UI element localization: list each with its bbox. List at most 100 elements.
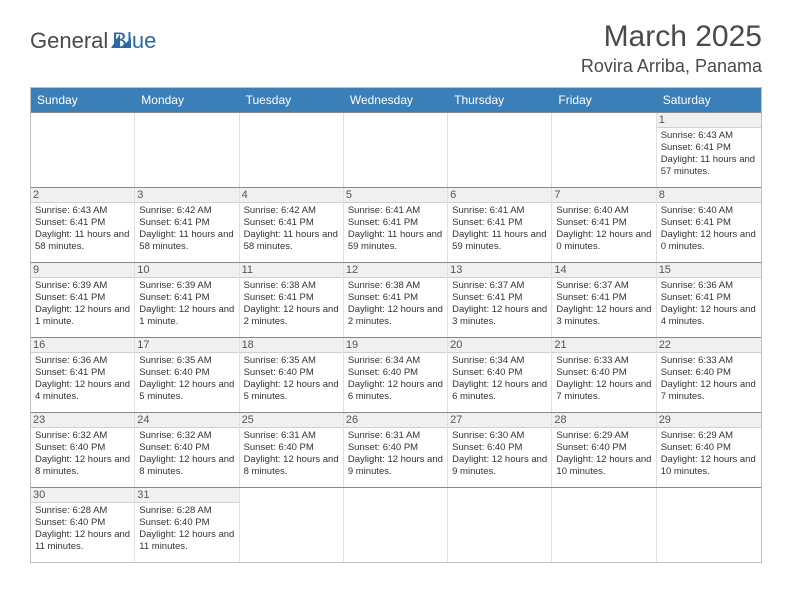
day-detail: Sunrise: 6:40 AMSunset: 6:41 PMDaylight:… <box>556 205 651 253</box>
day-number: 11 <box>240 263 343 278</box>
weekday-header: Saturday <box>657 88 761 112</box>
header: GeneralBlue March 2025 Rovira Arriba, Pa… <box>30 20 762 77</box>
calendar-cell: 24Sunrise: 6:32 AMSunset: 6:40 PMDayligh… <box>135 413 239 487</box>
day-number: 23 <box>31 413 134 428</box>
day-detail: Sunrise: 6:28 AMSunset: 6:40 PMDaylight:… <box>35 505 130 553</box>
day-number: 29 <box>657 413 761 428</box>
calendar-cell <box>240 113 344 187</box>
day-number: 17 <box>135 338 238 353</box>
calendar-cell: 31Sunrise: 6:28 AMSunset: 6:40 PMDayligh… <box>135 488 239 562</box>
day-detail: Sunrise: 6:38 AMSunset: 6:41 PMDaylight:… <box>348 280 443 328</box>
calendar-cell <box>448 113 552 187</box>
calendar-cell: 4 Sunrise: 6:42 AMSunset: 6:41 PMDaylight… <box>240 188 344 262</box>
day-number: 12 <box>344 263 447 278</box>
day-detail: Sunrise: 6:31 AMSunset: 6:40 PMDaylight:… <box>348 430 443 478</box>
weekday-header: Wednesday <box>344 88 448 112</box>
calendar-cell: 1 Sunrise: 6:43 AMSunset: 6:41 PMDaylight… <box>657 113 761 187</box>
day-detail: Sunrise: 6:40 AMSunset: 6:41 PMDaylight:… <box>661 205 757 253</box>
weekday-header: Tuesday <box>240 88 344 112</box>
calendar-cell: 9Sunrise: 6:39 AMSunset: 6:41 PMDaylight… <box>31 263 135 337</box>
calendar-cell <box>344 113 448 187</box>
day-detail: Sunrise: 6:32 AMSunset: 6:40 PMDaylight:… <box>35 430 130 478</box>
calendar-cell <box>344 488 448 562</box>
title-block: March 2025 Rovira Arriba, Panama <box>581 20 762 77</box>
day-detail: Sunrise: 6:33 AMSunset: 6:40 PMDaylight:… <box>556 355 651 403</box>
day-number: 26 <box>344 413 447 428</box>
day-number: 20 <box>448 338 551 353</box>
day-number: 2 <box>31 188 134 203</box>
calendar-cell: 23 Sunrise: 6:32 AMSunset: 6:40 PMDayligh… <box>31 413 135 487</box>
calendar-cell: 17 Sunrise: 6:35 AMSunset: 6:40 PMDayligh… <box>135 338 239 412</box>
logo-text-blue: Blue <box>112 28 156 54</box>
logo: GeneralBlue <box>30 28 156 54</box>
day-number: 22 <box>657 338 761 353</box>
day-number: 19 <box>344 338 447 353</box>
day-number: 30 <box>31 488 134 503</box>
calendar-cell: 30 Sunrise: 6:28 AMSunset: 6:40 PMDayligh… <box>31 488 135 562</box>
day-detail: Sunrise: 6:37 AMSunset: 6:41 PMDaylight:… <box>556 280 651 328</box>
day-detail: Sunrise: 6:41 AMSunset: 6:41 PMDaylight:… <box>348 205 443 253</box>
calendar-row: 16Sunrise: 6:36 AMSunset: 6:41 PMDayligh… <box>31 337 761 412</box>
day-detail: Sunrise: 6:33 AMSunset: 6:40 PMDaylight:… <box>661 355 757 403</box>
calendar-cell: 11Sunrise: 6:38 AMSunset: 6:41 PMDayligh… <box>240 263 344 337</box>
calendar-cell: 22 Sunrise: 6:33 AMSunset: 6:40 PMDayligh… <box>657 338 761 412</box>
day-number: 14 <box>552 263 655 278</box>
day-detail: Sunrise: 6:42 AMSunset: 6:41 PMDaylight:… <box>244 205 339 253</box>
calendar-cell <box>657 488 761 562</box>
day-number: 6 <box>448 188 551 203</box>
day-number: 8 <box>657 188 761 203</box>
calendar-cell <box>552 113 656 187</box>
day-detail: Sunrise: 6:35 AMSunset: 6:40 PMDaylight:… <box>139 355 234 403</box>
calendar-row: 2 Sunrise: 6:43 AMSunset: 6:41 PMDaylight… <box>31 187 761 262</box>
calendar-row: 9Sunrise: 6:39 AMSunset: 6:41 PMDaylight… <box>31 262 761 337</box>
day-detail: Sunrise: 6:43 AMSunset: 6:41 PMDaylight:… <box>661 130 757 178</box>
day-number: 28 <box>552 413 655 428</box>
calendar-row: 30 Sunrise: 6:28 AMSunset: 6:40 PMDayligh… <box>31 487 761 562</box>
calendar-cell: 18Sunrise: 6:35 AMSunset: 6:40 PMDayligh… <box>240 338 344 412</box>
day-detail: Sunrise: 6:43 AMSunset: 6:41 PMDaylight:… <box>35 205 130 253</box>
day-detail: Sunrise: 6:41 AMSunset: 6:41 PMDaylight:… <box>452 205 547 253</box>
day-number: 27 <box>448 413 551 428</box>
calendar-cell: 8 Sunrise: 6:40 AMSunset: 6:41 PMDaylight… <box>657 188 761 262</box>
calendar-row: 23 Sunrise: 6:32 AMSunset: 6:40 PMDayligh… <box>31 412 761 487</box>
day-detail: Sunrise: 6:29 AMSunset: 6:40 PMDaylight:… <box>556 430 651 478</box>
day-detail: Sunrise: 6:39 AMSunset: 6:41 PMDaylight:… <box>139 280 234 328</box>
calendar-cell: 25 Sunrise: 6:31 AMSunset: 6:40 PMDayligh… <box>240 413 344 487</box>
calendar-cell: 21 Sunrise: 6:33 AMSunset: 6:40 PMDayligh… <box>552 338 656 412</box>
calendar-cell: 16Sunrise: 6:36 AMSunset: 6:41 PMDayligh… <box>31 338 135 412</box>
calendar-cell: 2 Sunrise: 6:43 AMSunset: 6:41 PMDaylight… <box>31 188 135 262</box>
weekday-header: Sunday <box>31 88 135 112</box>
day-number: 18 <box>240 338 343 353</box>
calendar-body: 1 Sunrise: 6:43 AMSunset: 6:41 PMDaylight… <box>31 112 761 562</box>
day-number: 5 <box>344 188 447 203</box>
calendar-grid: Sunday Monday Tuesday Wednesday Thursday… <box>30 87 762 563</box>
day-number: 25 <box>240 413 343 428</box>
calendar-cell: 26 Sunrise: 6:31 AMSunset: 6:40 PMDayligh… <box>344 413 448 487</box>
calendar-cell: 14 Sunrise: 6:37 AMSunset: 6:41 PMDayligh… <box>552 263 656 337</box>
day-number: 21 <box>552 338 655 353</box>
calendar-cell: 28 Sunrise: 6:29 AMSunset: 6:40 PMDayligh… <box>552 413 656 487</box>
day-detail: Sunrise: 6:31 AMSunset: 6:40 PMDaylight:… <box>244 430 339 478</box>
day-detail: Sunrise: 6:32 AMSunset: 6:40 PMDaylight:… <box>139 430 234 478</box>
day-detail: Sunrise: 6:34 AMSunset: 6:40 PMDaylight:… <box>452 355 547 403</box>
day-detail: Sunrise: 6:36 AMSunset: 6:41 PMDaylight:… <box>661 280 757 328</box>
logo-text-general: General <box>30 28 108 54</box>
calendar-cell <box>552 488 656 562</box>
calendar-cell: 13Sunrise: 6:37 AMSunset: 6:41 PMDayligh… <box>448 263 552 337</box>
day-number: 10 <box>135 263 238 278</box>
day-detail: Sunrise: 6:36 AMSunset: 6:41 PMDaylight:… <box>35 355 130 403</box>
day-number: 13 <box>448 263 551 278</box>
calendar-header-row: Sunday Monday Tuesday Wednesday Thursday… <box>31 88 761 112</box>
day-number: 1 <box>657 113 761 128</box>
day-number: 3 <box>135 188 238 203</box>
calendar-cell: 3Sunrise: 6:42 AMSunset: 6:41 PMDaylight… <box>135 188 239 262</box>
day-number: 4 <box>240 188 343 203</box>
day-detail: Sunrise: 6:34 AMSunset: 6:40 PMDaylight:… <box>348 355 443 403</box>
weekday-header: Friday <box>552 88 656 112</box>
calendar-cell: 29Sunrise: 6:29 AMSunset: 6:40 PMDayligh… <box>657 413 761 487</box>
calendar-cell <box>135 113 239 187</box>
day-number: 15 <box>657 263 761 278</box>
weekday-header: Thursday <box>448 88 552 112</box>
location-subtitle: Rovira Arriba, Panama <box>581 56 762 77</box>
calendar-row: 1 Sunrise: 6:43 AMSunset: 6:41 PMDaylight… <box>31 112 761 187</box>
